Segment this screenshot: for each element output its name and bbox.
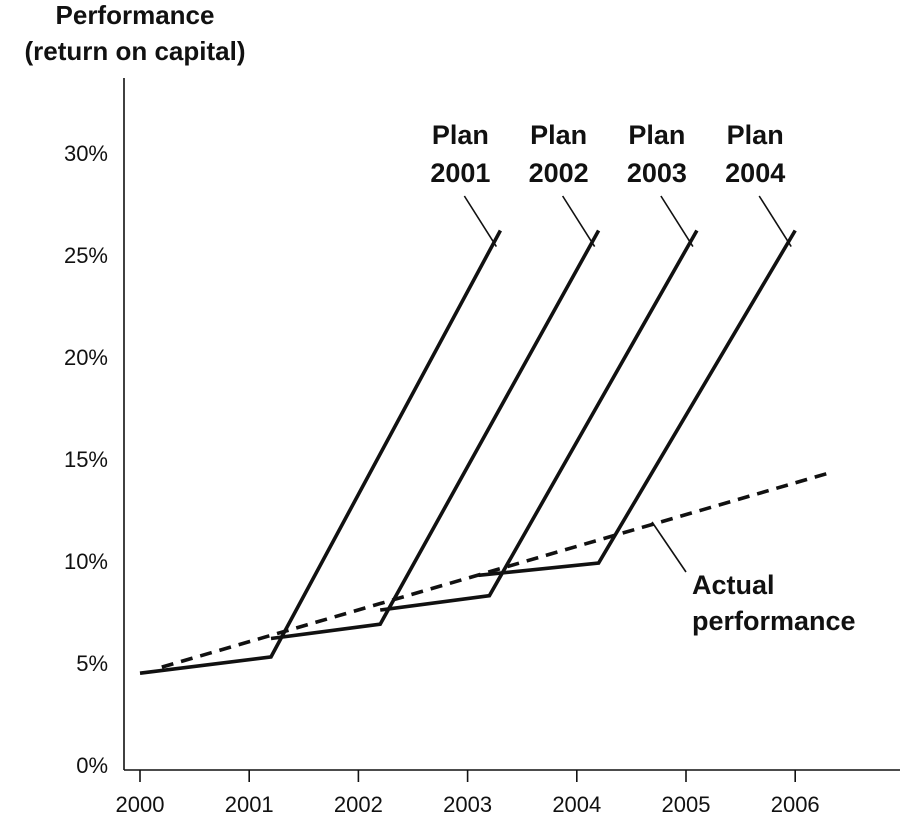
series-label-plan-2004: 2004: [725, 158, 785, 188]
y-tick-label: 5%: [76, 651, 108, 676]
y-axis-title-line-1: Performance: [56, 0, 215, 30]
series-line-actual-performance: [161, 471, 829, 669]
series-label-plan-2003: 2003: [627, 158, 687, 188]
y-tick-label: 25%: [64, 243, 108, 268]
series-label-plan-2001: 2001: [430, 158, 490, 188]
series-label-actual-performance: performance: [692, 606, 856, 636]
leader-line: [463, 195, 498, 247]
series-labels: Plan 2001 Plan 2002 Plan 2003 Plan 2004 Actual pe…: [430, 120, 855, 636]
x-axis-ticks: 2000 2001 2002 2003 2004 2005 2006: [116, 770, 820, 816]
x-tick-label: 2002: [334, 792, 383, 816]
series-label-plan-2003: Plan: [628, 120, 685, 150]
x-tick-label: 2006: [771, 792, 820, 816]
leader-line: [561, 195, 596, 247]
y-axis-title-line-2: (return on capital): [24, 36, 245, 66]
y-tick-label: 10%: [64, 549, 108, 574]
series-line-plan-2003: [379, 229, 699, 612]
y-tick-label: 30%: [64, 141, 108, 166]
series-line-plan-2002: [270, 229, 601, 641]
x-tick-label: 2000: [116, 792, 165, 816]
y-tick-label: 15%: [64, 447, 108, 472]
x-tick-label: 2001: [225, 792, 274, 816]
leader-line: [758, 195, 792, 247]
x-tick-label: 2005: [662, 792, 711, 816]
y-tick-label: 0%: [76, 753, 108, 778]
y-axis-title: Performance (return on capital): [24, 0, 245, 66]
series-label-actual-performance: Actual: [692, 570, 775, 600]
series-label-plan-2004: Plan: [727, 120, 784, 150]
x-tick-label: 2003: [443, 792, 492, 816]
series-lines: [139, 229, 829, 675]
y-tick-label: 20%: [64, 345, 108, 370]
leader-line: [651, 521, 687, 573]
series-label-plan-2002: Plan: [530, 120, 587, 150]
series-line-plan-2001: [139, 229, 502, 675]
y-axis-ticks: 0% 5% 10% 15% 20% 25% 30%: [64, 141, 108, 778]
series-label-plan-2002: 2002: [529, 158, 589, 188]
series-line-plan-2004: [478, 229, 797, 578]
series-label-plan-2001: Plan: [432, 120, 489, 150]
x-tick-label: 2004: [552, 792, 601, 816]
leader-line: [660, 195, 694, 247]
